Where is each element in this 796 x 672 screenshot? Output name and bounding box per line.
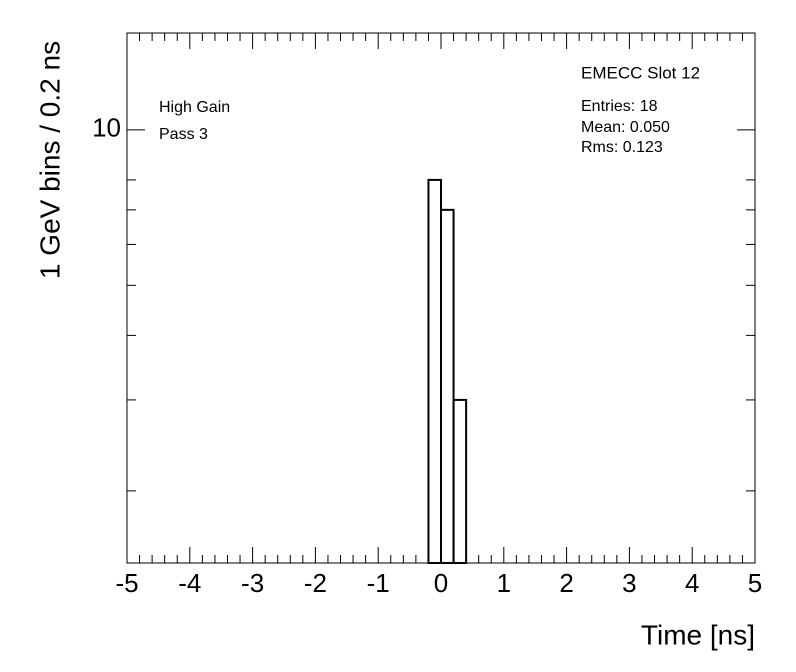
x-tick-label: -1 bbox=[367, 568, 390, 598]
x-tick-label: 4 bbox=[685, 568, 699, 598]
x-tick-label: -4 bbox=[178, 568, 201, 598]
annotation: High Gain bbox=[159, 99, 230, 116]
y-tick-label: 10 bbox=[92, 113, 121, 143]
x-tick-label: -5 bbox=[115, 568, 138, 598]
stats-line: Mean: 0.050 bbox=[581, 119, 670, 136]
stats-line: Entries: 18 bbox=[581, 98, 658, 115]
histogram-bin bbox=[427, 178, 443, 565]
histogram-bin bbox=[440, 208, 455, 565]
x-tick-label: 0 bbox=[434, 568, 448, 598]
x-tick-label: 5 bbox=[748, 568, 762, 598]
x-tick-label: 2 bbox=[559, 568, 573, 598]
x-tick-label: 1 bbox=[497, 568, 511, 598]
y-axis-label: 1 GeV bins / 0.2 ns bbox=[34, 41, 65, 279]
x-tick-label: -2 bbox=[304, 568, 327, 598]
x-tick-label: 3 bbox=[622, 568, 636, 598]
stats-line: Rms: 0.123 bbox=[581, 139, 663, 156]
stats-title: EMECC Slot 12 bbox=[581, 63, 700, 82]
x-axis-label: Time [ns] bbox=[641, 619, 755, 650]
histogram-bin bbox=[452, 398, 468, 564]
x-tick-label: -3 bbox=[241, 568, 264, 598]
annotation: Pass 3 bbox=[159, 126, 208, 143]
